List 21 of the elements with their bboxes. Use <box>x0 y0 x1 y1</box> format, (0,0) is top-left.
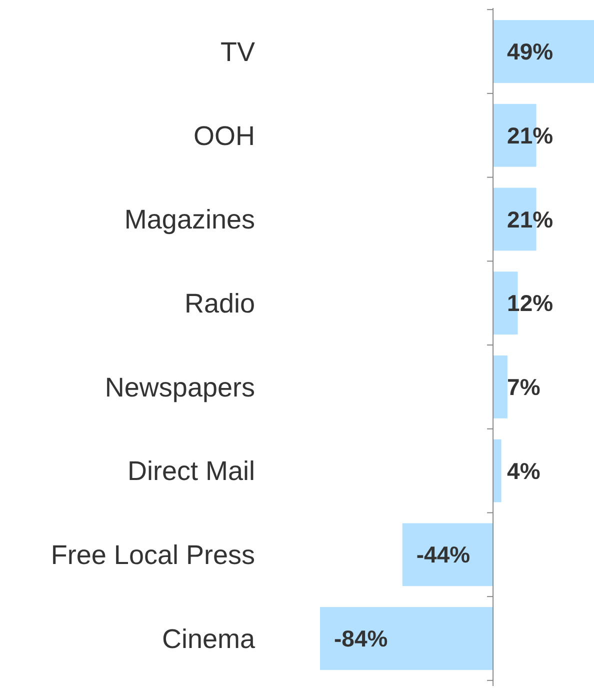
y-tick-label: OOH <box>193 120 255 151</box>
data-label: 4% <box>507 458 540 484</box>
y-tick-label: Free Local Press <box>50 540 255 570</box>
y-tick-label: Direct Mail <box>127 456 255 486</box>
bar <box>320 607 494 670</box>
data-label: 12% <box>507 290 554 316</box>
data-label: -84% <box>334 626 388 652</box>
bar <box>493 439 502 502</box>
y-tick-label: Magazines <box>124 204 255 235</box>
y-tick-label: TV <box>220 36 255 67</box>
bar <box>402 523 494 586</box>
data-label: 21% <box>507 206 554 232</box>
y-tick-label: Newspapers <box>104 372 255 402</box>
y-tick-label: Cinema <box>162 624 256 654</box>
bar <box>493 355 508 418</box>
data-label: 7% <box>507 374 540 400</box>
data-label: 49% <box>507 38 554 65</box>
data-label: -44% <box>416 542 470 568</box>
bar <box>493 20 594 83</box>
y-tick-label: Radio <box>184 288 255 319</box>
data-label: 21% <box>507 122 554 148</box>
